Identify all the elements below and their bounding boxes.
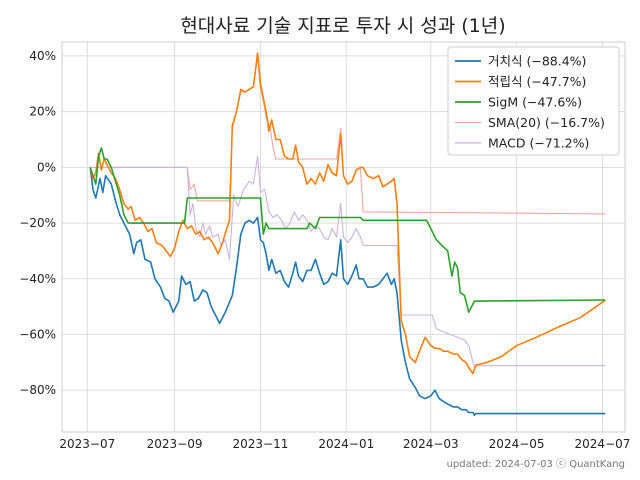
legend-label: SigM (−47.6%) — [488, 95, 582, 110]
y-tick-label: −20% — [19, 216, 56, 230]
series-line-5 — [90, 155, 606, 369]
legend-label: 거치식 (−88.4%) — [488, 54, 586, 69]
x-tick-label: 2024−05 — [489, 437, 545, 451]
legend: 거치식 (−88.4%) 적립식 (−47.7%) SigM (−47.6%) SMA… — [447, 46, 620, 156]
series-line-2 — [89, 52, 606, 375]
y-tick-label: −80% — [19, 383, 56, 397]
x-tick-label: 2024−01 — [318, 437, 374, 451]
x-tick-label: 2023−09 — [147, 437, 203, 451]
series-line-1 — [89, 167, 606, 417]
y-tick-label: −60% — [19, 328, 56, 342]
chart-title: 현대사료 기술 지표로 투자 시 성과 (1년) — [180, 15, 505, 37]
y-tick-label: 0% — [37, 160, 56, 174]
y-tick-label: −40% — [19, 272, 56, 286]
legend-label: MACD (−71.2%) — [488, 136, 589, 151]
footer-credit: updated: 2024-07-03 ⓒ QuantKang — [447, 458, 625, 470]
y-tick-label: 40% — [29, 49, 56, 63]
x-tick-label: 2023−07 — [59, 437, 115, 451]
series-line-3 — [89, 147, 606, 313]
legend-label: SMA(20) (−16.7%) — [488, 115, 605, 130]
x-tick-label: 2023−11 — [233, 437, 289, 451]
x-tick-label: 2024−03 — [403, 437, 459, 451]
plot-frame — [61, 41, 626, 433]
y-axis: 40% 20% 0% −20% −40% −60% −80% — [19, 49, 56, 397]
legend-box — [447, 46, 620, 156]
x-axis: 2023−07 2023−09 2023−11 2024−01 2024−03 2024−… — [59, 437, 630, 451]
series-layer — [89, 52, 606, 417]
y-tick-label: 20% — [29, 105, 56, 119]
legend-label: 적립식 (−47.7%) — [488, 74, 586, 89]
x-tick-label: 2024−07 — [575, 437, 631, 451]
